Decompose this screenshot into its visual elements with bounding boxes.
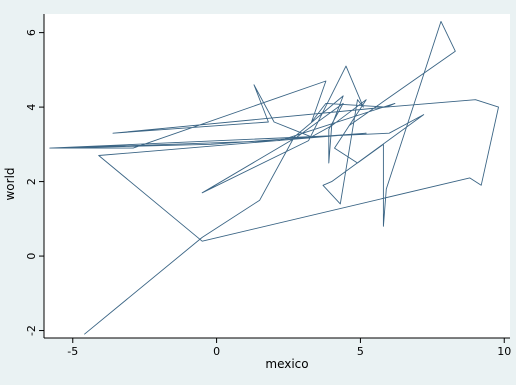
y-tick-label: 0 — [25, 253, 38, 260]
plot-area — [44, 14, 510, 338]
series-line-1 — [49, 20, 499, 335]
x-tick-label: 5 — [357, 345, 364, 358]
y-axis-title: world — [3, 167, 17, 200]
x-tick-label: -5 — [67, 345, 78, 358]
y-tick-label: 2 — [25, 178, 38, 185]
y-tick-label: 4 — [25, 104, 38, 111]
x-tick-label: 0 — [213, 345, 220, 358]
y-tick-label: 6 — [25, 29, 38, 36]
series-layer — [49, 20, 499, 335]
x-axis-title: mexico — [265, 357, 308, 371]
axes-layer: -5 0 5 10 -2 0 2 4 6 — [25, 14, 511, 358]
y-tick-label: -2 — [25, 325, 38, 336]
x-tick-label: 10 — [497, 345, 511, 358]
